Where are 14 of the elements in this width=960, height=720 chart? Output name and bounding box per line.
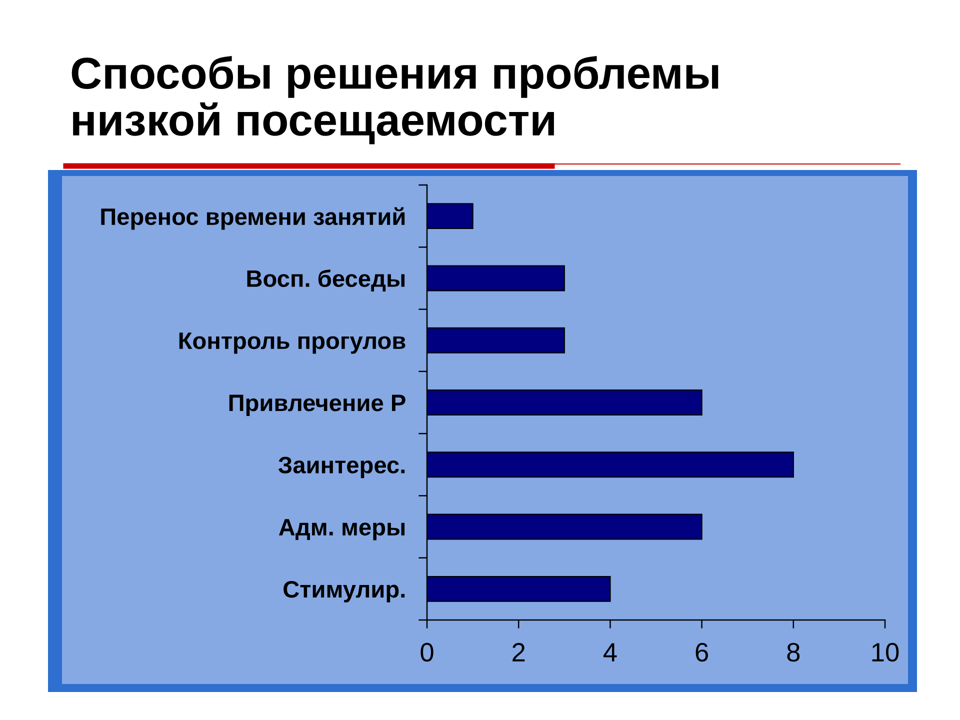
y-tick-label: Привлечение Р bbox=[229, 394, 406, 416]
y-tick-label: Адм. меры bbox=[278, 519, 405, 540]
x-tick-label: 0 bbox=[420, 642, 434, 662]
y-tick-label: Перенос времени занятий bbox=[101, 207, 405, 230]
y-tick-label: Восп. беседы bbox=[247, 269, 405, 292]
y-tick-label: Контроль прогулов bbox=[179, 332, 406, 354]
x-tick-label: 6 bbox=[696, 642, 708, 662]
chart-title: Способы решения проблемы низкой посещаемости bbox=[72, 56, 718, 144]
x-tick-label: 2 bbox=[512, 642, 525, 662]
x-tick-label: 4 bbox=[603, 643, 617, 662]
x-tick-label: 10 bbox=[872, 642, 899, 662]
x-tick-label: 8 bbox=[787, 642, 800, 662]
y-tick-label: Стимулир. bbox=[284, 580, 405, 602]
y-tick-label: Заинтерес. bbox=[278, 456, 405, 478]
